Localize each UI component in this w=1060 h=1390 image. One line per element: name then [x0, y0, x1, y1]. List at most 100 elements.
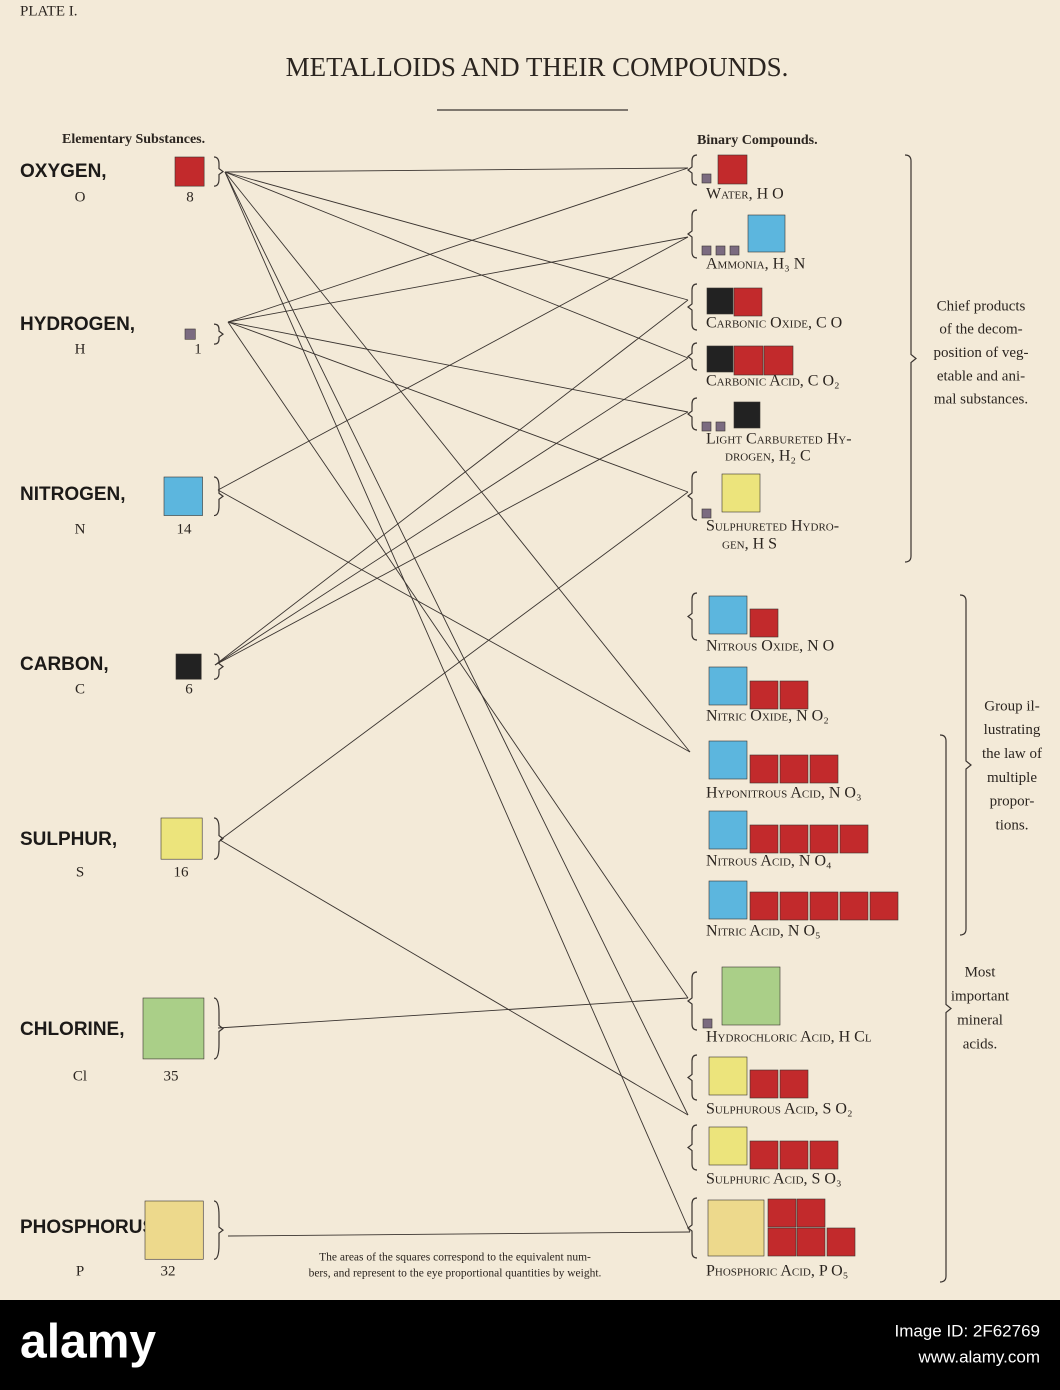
compound-square	[779, 891, 809, 921]
compound-square	[779, 680, 809, 710]
footnote-line: The areas of the squares correspond to t…	[319, 1252, 591, 1264]
compound-square	[708, 880, 748, 920]
compound-square	[749, 754, 779, 784]
banner-brand: alamy	[20, 1316, 156, 1369]
brace	[213, 476, 224, 517]
element-weight: 8	[186, 189, 194, 205]
brace	[687, 283, 698, 331]
compound-square	[717, 154, 748, 185]
connection	[227, 236, 689, 323]
group-label: acids.	[963, 1036, 998, 1052]
bracket	[939, 734, 952, 1283]
compound-square	[715, 421, 726, 432]
compound-square	[701, 245, 712, 256]
compound-square	[839, 824, 869, 854]
compound-square	[809, 891, 839, 921]
connection	[224, 171, 689, 359]
element-symbol: O	[75, 189, 86, 205]
element-weight: 35	[164, 1068, 179, 1084]
compound-square	[733, 345, 764, 376]
element-name: CARBON,	[20, 654, 109, 675]
element-name: CHLORINE,	[20, 1019, 125, 1040]
compound-label: Light Carbureted Hy-	[706, 431, 852, 448]
group-label: position of veg-	[934, 345, 1029, 361]
brace	[687, 154, 698, 186]
group-label: the law of	[982, 746, 1042, 762]
compound-square	[749, 1140, 779, 1170]
connection	[219, 491, 689, 841]
connection	[224, 171, 689, 1116]
brace	[687, 397, 698, 431]
compound-square	[706, 345, 734, 373]
compound-square	[809, 754, 839, 784]
compound-square	[809, 824, 839, 854]
compound-square	[749, 608, 779, 638]
connection	[224, 171, 691, 753]
group-label: etable and ani-	[937, 368, 1025, 384]
group-label: tions.	[996, 817, 1029, 833]
connection	[217, 997, 689, 1029]
compound-square	[708, 666, 748, 706]
element-square	[160, 817, 203, 860]
compound-square	[749, 891, 779, 921]
compound-square	[779, 824, 809, 854]
elements-heading: Elementary Substances.	[62, 132, 205, 147]
compound-label: Phosphoric Acid, P O₅	[706, 1263, 848, 1280]
compound-square	[767, 1227, 797, 1257]
element-weight: 16	[174, 864, 190, 880]
element-symbol: P	[76, 1263, 84, 1279]
compounds-heading: Binary Compounds.	[697, 133, 818, 148]
connection	[227, 167, 689, 323]
element-name: OXYGEN,	[20, 161, 107, 182]
group-label: mal substances.	[934, 392, 1028, 408]
connection	[214, 299, 689, 666]
element-symbol: S	[76, 864, 84, 880]
compound-label: Sulphuric Acid, S O₃	[706, 1171, 842, 1188]
compound-square	[779, 1140, 809, 1170]
brace	[213, 997, 224, 1060]
compound-square	[729, 245, 740, 256]
compound-square	[701, 508, 712, 519]
connection	[217, 236, 689, 491]
element-symbol: Cl	[73, 1068, 87, 1084]
element-symbol: N	[75, 521, 86, 537]
compound-label: gen, H S	[722, 536, 777, 553]
compound-label: Hyponitrous Acid, N O₃	[706, 785, 862, 802]
compound-label: Carbonic Oxide, C O	[706, 315, 842, 332]
element-name: NITROGEN,	[20, 484, 126, 505]
compound-square	[721, 473, 761, 513]
group-label: Chief products	[937, 298, 1026, 314]
brace	[687, 471, 698, 521]
brace	[687, 592, 698, 641]
element-name: HYDROGEN,	[20, 314, 135, 335]
group-label: important	[951, 988, 1010, 1004]
compound-square	[721, 966, 781, 1026]
compound-square	[749, 680, 779, 710]
group-label: of the decom-	[939, 322, 1022, 338]
banner-id: Image ID: 2F62769	[894, 1321, 1040, 1340]
element-weight: 32	[161, 1263, 176, 1279]
element-square	[144, 1200, 204, 1260]
brace	[213, 323, 224, 345]
connection	[217, 489, 691, 753]
element-square	[175, 653, 202, 680]
compound-square	[869, 891, 899, 921]
compound-square	[733, 287, 763, 317]
compound-square	[796, 1227, 826, 1257]
compound-square	[708, 595, 748, 635]
compound-label: Nitrous Oxide, N O	[706, 638, 834, 655]
brace	[687, 1197, 698, 1259]
compound-label: Sulphureted Hydro-	[706, 518, 839, 535]
element-symbol: H	[75, 341, 86, 357]
element-weight: 6	[185, 681, 193, 697]
compound-square	[733, 401, 761, 429]
compound-square	[809, 1140, 839, 1170]
compound-square	[779, 1069, 809, 1099]
compound-square	[708, 1126, 748, 1166]
brace	[687, 209, 698, 259]
group-label: multiple	[987, 770, 1037, 786]
compound-square	[796, 1198, 826, 1228]
compound-square	[708, 1056, 748, 1096]
group-label: mineral	[957, 1012, 1003, 1028]
